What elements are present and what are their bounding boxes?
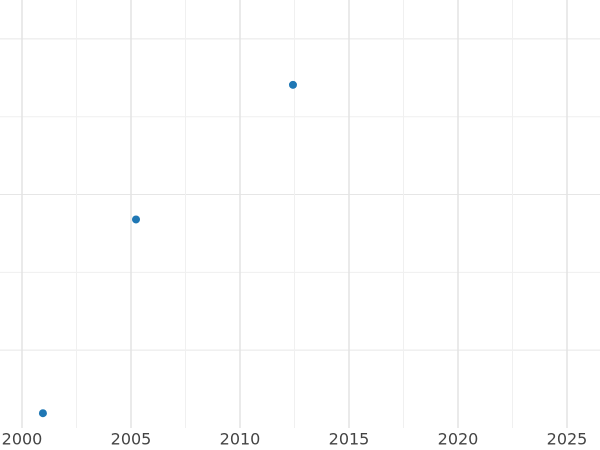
- point: [288, 80, 297, 89]
- point: [38, 409, 47, 418]
- x-tick-label: 2020: [438, 430, 479, 449]
- x-tick-label: 2010: [220, 430, 261, 449]
- point: [132, 215, 141, 224]
- x-tick-label: 2005: [111, 430, 152, 449]
- x-tick-label: 2015: [329, 430, 370, 449]
- x-tick-label: 2000: [2, 430, 43, 449]
- x-tick-label: 2025: [547, 430, 588, 449]
